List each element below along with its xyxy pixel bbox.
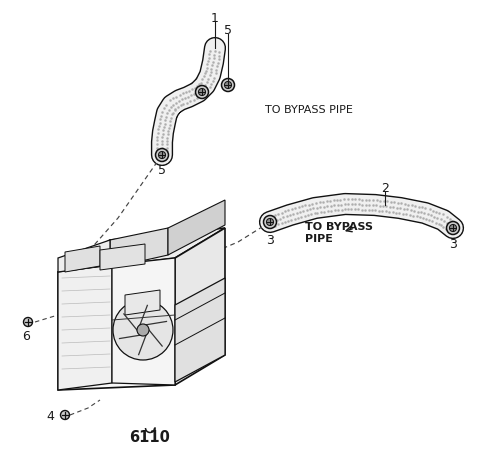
Polygon shape (112, 258, 175, 385)
Polygon shape (58, 258, 175, 390)
Circle shape (156, 148, 168, 162)
Text: 3: 3 (449, 238, 457, 251)
Polygon shape (100, 244, 145, 270)
Circle shape (24, 317, 33, 327)
Circle shape (446, 222, 459, 234)
Circle shape (158, 152, 166, 158)
Text: 5: 5 (158, 164, 166, 176)
Polygon shape (58, 228, 225, 272)
Circle shape (264, 216, 276, 229)
Circle shape (60, 410, 70, 420)
Circle shape (113, 300, 173, 360)
Text: 4: 4 (46, 410, 54, 424)
Circle shape (449, 224, 456, 232)
Polygon shape (110, 228, 168, 268)
Text: 5: 5 (224, 23, 232, 37)
Polygon shape (168, 200, 225, 255)
Text: TO BYPASS PIPE: TO BYPASS PIPE (265, 105, 353, 115)
Polygon shape (65, 246, 100, 272)
Circle shape (137, 324, 149, 336)
Text: TO BYPASS
PIPE: TO BYPASS PIPE (305, 222, 373, 244)
Circle shape (266, 218, 274, 226)
Polygon shape (175, 228, 225, 385)
Text: 3: 3 (266, 234, 274, 246)
Circle shape (198, 88, 205, 96)
Text: 2: 2 (381, 181, 389, 195)
Polygon shape (58, 265, 112, 390)
Text: 6: 6 (22, 329, 30, 343)
Polygon shape (125, 290, 160, 315)
Text: 6110: 6110 (130, 431, 170, 446)
Text: 1: 1 (211, 11, 219, 24)
Polygon shape (58, 240, 110, 272)
Circle shape (221, 78, 235, 92)
Polygon shape (175, 278, 225, 382)
Circle shape (225, 82, 231, 88)
Circle shape (195, 86, 208, 98)
